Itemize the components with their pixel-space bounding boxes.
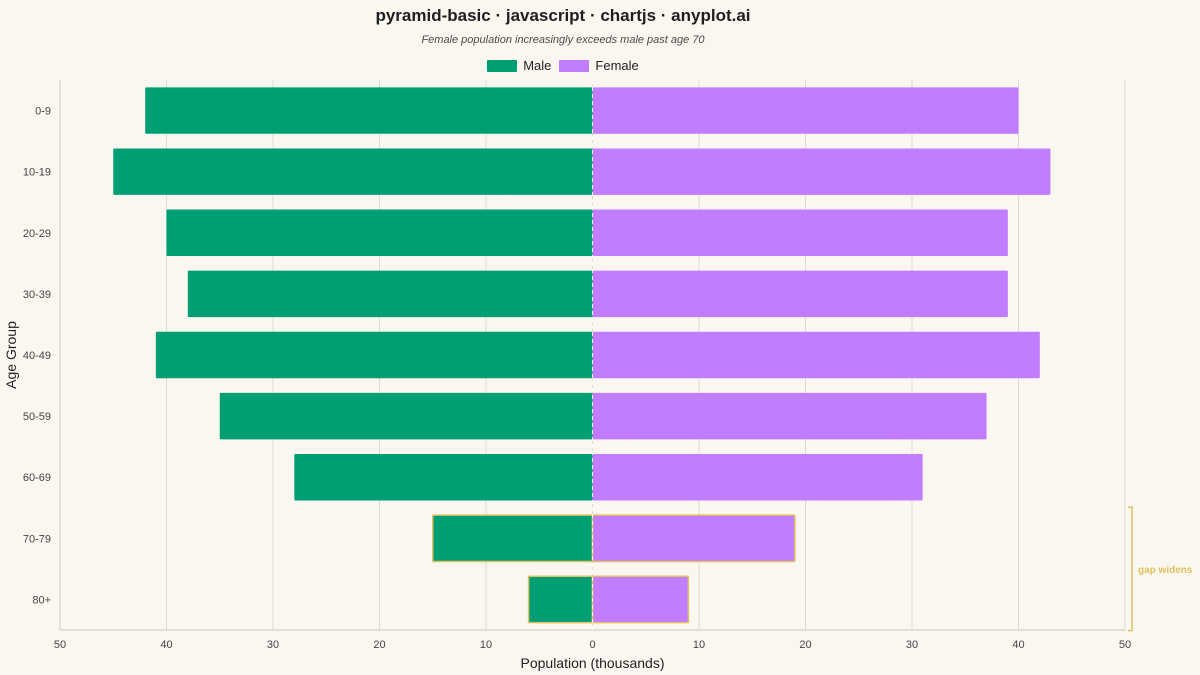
y-tick-label: 30-39: [23, 289, 51, 301]
x-tick-label: 30: [267, 639, 279, 651]
bar-female-80+: [591, 575, 690, 624]
x-tick-label: 50: [1119, 639, 1131, 651]
bar-female-20-29: [592, 209, 1008, 256]
x-tick-label: 40: [160, 639, 172, 651]
bar-female-70-79: [591, 514, 796, 563]
legend-label-female: Female: [595, 58, 639, 73]
y-axis-title: Age Group: [3, 321, 19, 389]
y-tick-label: 50-59: [23, 411, 51, 423]
bar-male-60-69: [294, 454, 593, 501]
bar-male-50-59: [219, 392, 593, 440]
bar-male-40-49: [155, 331, 593, 379]
y-tick-label: 10-19: [23, 167, 51, 179]
x-tick-label: 50: [54, 639, 66, 651]
chart-subtitle: Female population increasingly exceeds m…: [421, 34, 705, 46]
bar-female-50-59: [592, 392, 987, 440]
y-tick-label: 80+: [32, 594, 51, 606]
bar-male-70-79: [432, 514, 594, 563]
legend-item-male[interactable]: Male: [487, 58, 551, 73]
bar-male-0-9: [145, 87, 593, 134]
bar-male-30-39: [187, 270, 593, 318]
legend-swatch-female: [559, 59, 590, 72]
legend: Male Female: [0, 58, 1126, 73]
x-tick-label: 0: [589, 639, 595, 651]
x-axis-title: Population (thousands): [521, 655, 665, 671]
x-tick-label: 10: [480, 639, 492, 651]
legend-item-female[interactable]: Female: [559, 58, 639, 73]
bar-male-80+: [527, 575, 594, 624]
y-tick-label: 70-79: [23, 533, 51, 545]
x-tick-label: 20: [373, 639, 385, 651]
bar-male-20-29: [166, 209, 593, 256]
y-tick-label: 20-29: [23, 228, 51, 240]
bar-female-40-49: [592, 331, 1040, 379]
y-tick-label: 40-49: [23, 350, 51, 362]
bar-female-10-19: [592, 148, 1051, 195]
bar-female-0-9: [592, 87, 1019, 134]
x-tick-label: 40: [1012, 639, 1024, 651]
bar-male-10-19: [113, 148, 593, 195]
y-tick-label: 60-69: [23, 472, 51, 484]
annotation-label: gap widens: [1138, 565, 1193, 576]
bar-female-30-39: [592, 270, 1008, 318]
legend-swatch-male: [487, 59, 518, 72]
bar-female-60-69: [592, 454, 923, 501]
x-tick-label: 10: [693, 639, 705, 651]
x-tick-label: 20: [799, 639, 811, 651]
legend-label-male: Male: [523, 58, 552, 73]
chart-title: pyramid-basic · javascript · chartjs · a…: [375, 6, 751, 25]
x-tick-label: 30: [906, 639, 918, 651]
y-tick-label: 0-9: [35, 106, 51, 118]
annotation-bracket: [1128, 506, 1133, 632]
